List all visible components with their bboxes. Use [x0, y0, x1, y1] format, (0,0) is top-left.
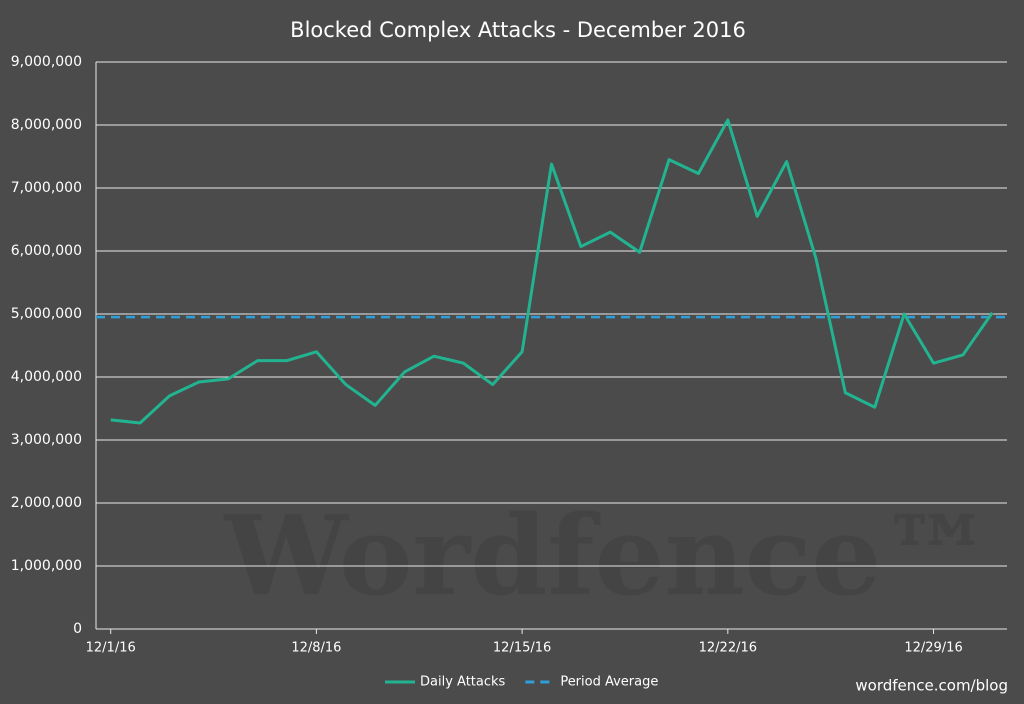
y-tick-label: 6,000,000 [11, 243, 82, 259]
y-tick-label: 5,000,000 [11, 306, 82, 322]
x-tick-label: 12/8/16 [291, 641, 341, 656]
legend-label: Period Average [560, 675, 658, 690]
x-tick-label: 12/29/16 [904, 641, 962, 656]
footer: wordfence.com/blog [855, 677, 1008, 695]
y-tick-label: 4,000,000 [11, 369, 82, 385]
legend-label: Daily Attacks [420, 675, 506, 690]
y-tick-label: 3,000,000 [11, 432, 82, 448]
y-tick-label: 7,000,000 [11, 180, 82, 196]
y-tick-label: 0 [73, 621, 82, 637]
y-tick-label: 9,000,000 [11, 54, 82, 70]
watermark: Wordfence™ [223, 491, 991, 620]
y-tick-label: 2,000,000 [11, 495, 82, 511]
x-tick-label: 12/22/16 [699, 641, 757, 656]
data-line [110, 118, 994, 425]
x-tick-label: 12/1/16 [86, 641, 136, 656]
chart-title: Blocked Complex Attacks - December 2016 [290, 18, 746, 42]
y-tick-label: 1,000,000 [11, 558, 82, 574]
x-tick-label: 12/15/16 [493, 641, 551, 656]
y-tick-label: 8,000,000 [11, 117, 82, 133]
